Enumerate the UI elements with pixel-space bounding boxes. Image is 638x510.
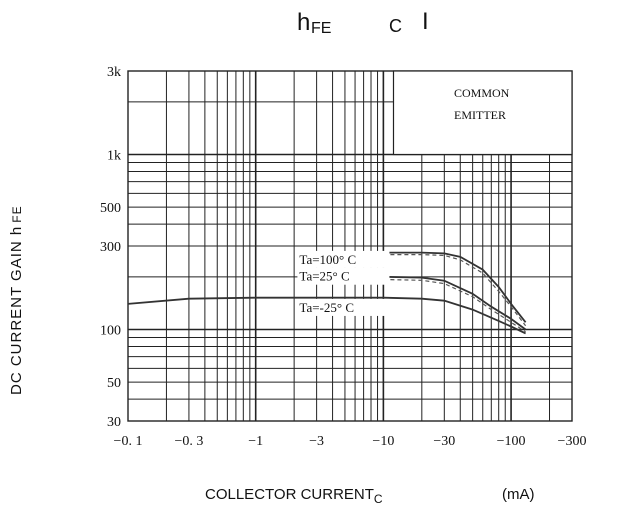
series-line-dashed: [383, 254, 527, 327]
annotation-box: [392, 70, 573, 156]
y-axis-label-text: DC CURRENT GAIN h: [8, 225, 25, 395]
y-tick-label: 100: [100, 323, 121, 338]
x-axis-label-sub: C: [373, 492, 383, 506]
chart-title-i: I: [422, 8, 429, 35]
series-line-dashed: [383, 278, 526, 333]
chart-title-c: C: [389, 16, 402, 36]
y-tick-label: 500: [100, 201, 121, 216]
x-tick-label: −1: [248, 434, 263, 449]
series-label-bg: [297, 267, 390, 285]
x-axis-unit: (mA): [502, 486, 535, 503]
y-tick-label: 30: [107, 415, 121, 430]
x-tick-label: −10: [372, 434, 394, 449]
chart-title-fe: FE: [311, 20, 332, 37]
series-line: [383, 275, 527, 331]
series-label-bg: [297, 250, 390, 268]
y-axis-label-sub: FE: [10, 205, 24, 223]
x-tick-label: −300: [558, 434, 587, 449]
y-axis-label: DC CURRENT GAIN h FE: [8, 95, 25, 395]
x-tick-label: −3: [309, 434, 324, 449]
x-tick-label: −0. 3: [174, 434, 203, 449]
series-label: Ta=100° C: [299, 252, 356, 267]
chart-title-h: h: [297, 9, 311, 36]
y-tick-label: 1k: [107, 148, 121, 163]
x-axis-label: COLLECTOR CURRENTC: [205, 486, 383, 506]
series-label: Ta=-25° C: [299, 300, 354, 315]
y-tick-label: 300: [100, 240, 121, 255]
series-line: [383, 251, 527, 323]
series-line: [127, 296, 526, 335]
series-label: Ta=25° C: [299, 269, 349, 284]
x-tick-label: −30: [433, 434, 455, 449]
x-axis-label-text: COLLECTOR CURRENT: [205, 486, 374, 503]
x-tick-label: −100: [497, 434, 526, 449]
y-tick-label: 3k: [107, 65, 121, 80]
series-label-bg: [297, 298, 390, 316]
annotation-text: COMMON: [454, 86, 510, 100]
x-tick-label: −0. 1: [114, 434, 143, 449]
annotation-text: EMITTER: [454, 108, 506, 122]
y-tick-label: 50: [107, 376, 121, 391]
